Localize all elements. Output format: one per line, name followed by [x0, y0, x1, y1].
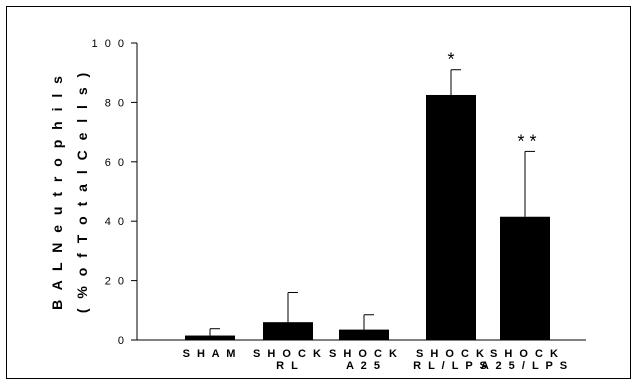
x-tick-label: S H O C K	[329, 348, 399, 360]
x-tick-label: S H O C K	[416, 348, 486, 360]
bar	[263, 322, 313, 340]
x-tick-label: S H O C K	[253, 348, 323, 360]
y-tick-label: 0	[118, 335, 126, 347]
y-tick-label: 6 0	[105, 157, 126, 169]
x-tick-label: A 2 5	[346, 360, 382, 372]
significance-markers: * * *	[447, 50, 536, 152]
bar	[500, 216, 550, 340]
x-tick-label: S H O C K	[490, 348, 560, 360]
error-bars	[209, 69, 535, 336]
significance-marker: * *	[517, 131, 536, 151]
y-tick-label: 1 0 0	[92, 38, 126, 50]
x-tick-label: R L / L P S	[413, 360, 489, 372]
bar	[185, 335, 235, 340]
y-tick-label: 8 0	[105, 97, 126, 109]
y-axis-label-line: ( % o f T o t a l C e l l s )	[74, 70, 90, 313]
x-tick-label: R L	[276, 360, 300, 372]
y-axis-label: B A L N e u t r o p h i l s ( % o f T o t…	[49, 70, 90, 313]
bars	[185, 94, 550, 340]
bar	[339, 329, 389, 340]
y-tick-label: 4 0	[105, 216, 126, 228]
x-tick-label: A 2 5 / L P S	[481, 360, 569, 372]
bar	[426, 94, 476, 340]
y-tick-label: 2 0	[105, 276, 126, 288]
x-tick-label: S H A M	[183, 348, 238, 360]
significance-marker: *	[447, 50, 454, 70]
y-axis-label-line: B A L N e u t r o p h i l s	[49, 73, 65, 310]
y-ticks: 0 2 0 4 0 6 0 8 0 1 0 0	[92, 38, 137, 347]
